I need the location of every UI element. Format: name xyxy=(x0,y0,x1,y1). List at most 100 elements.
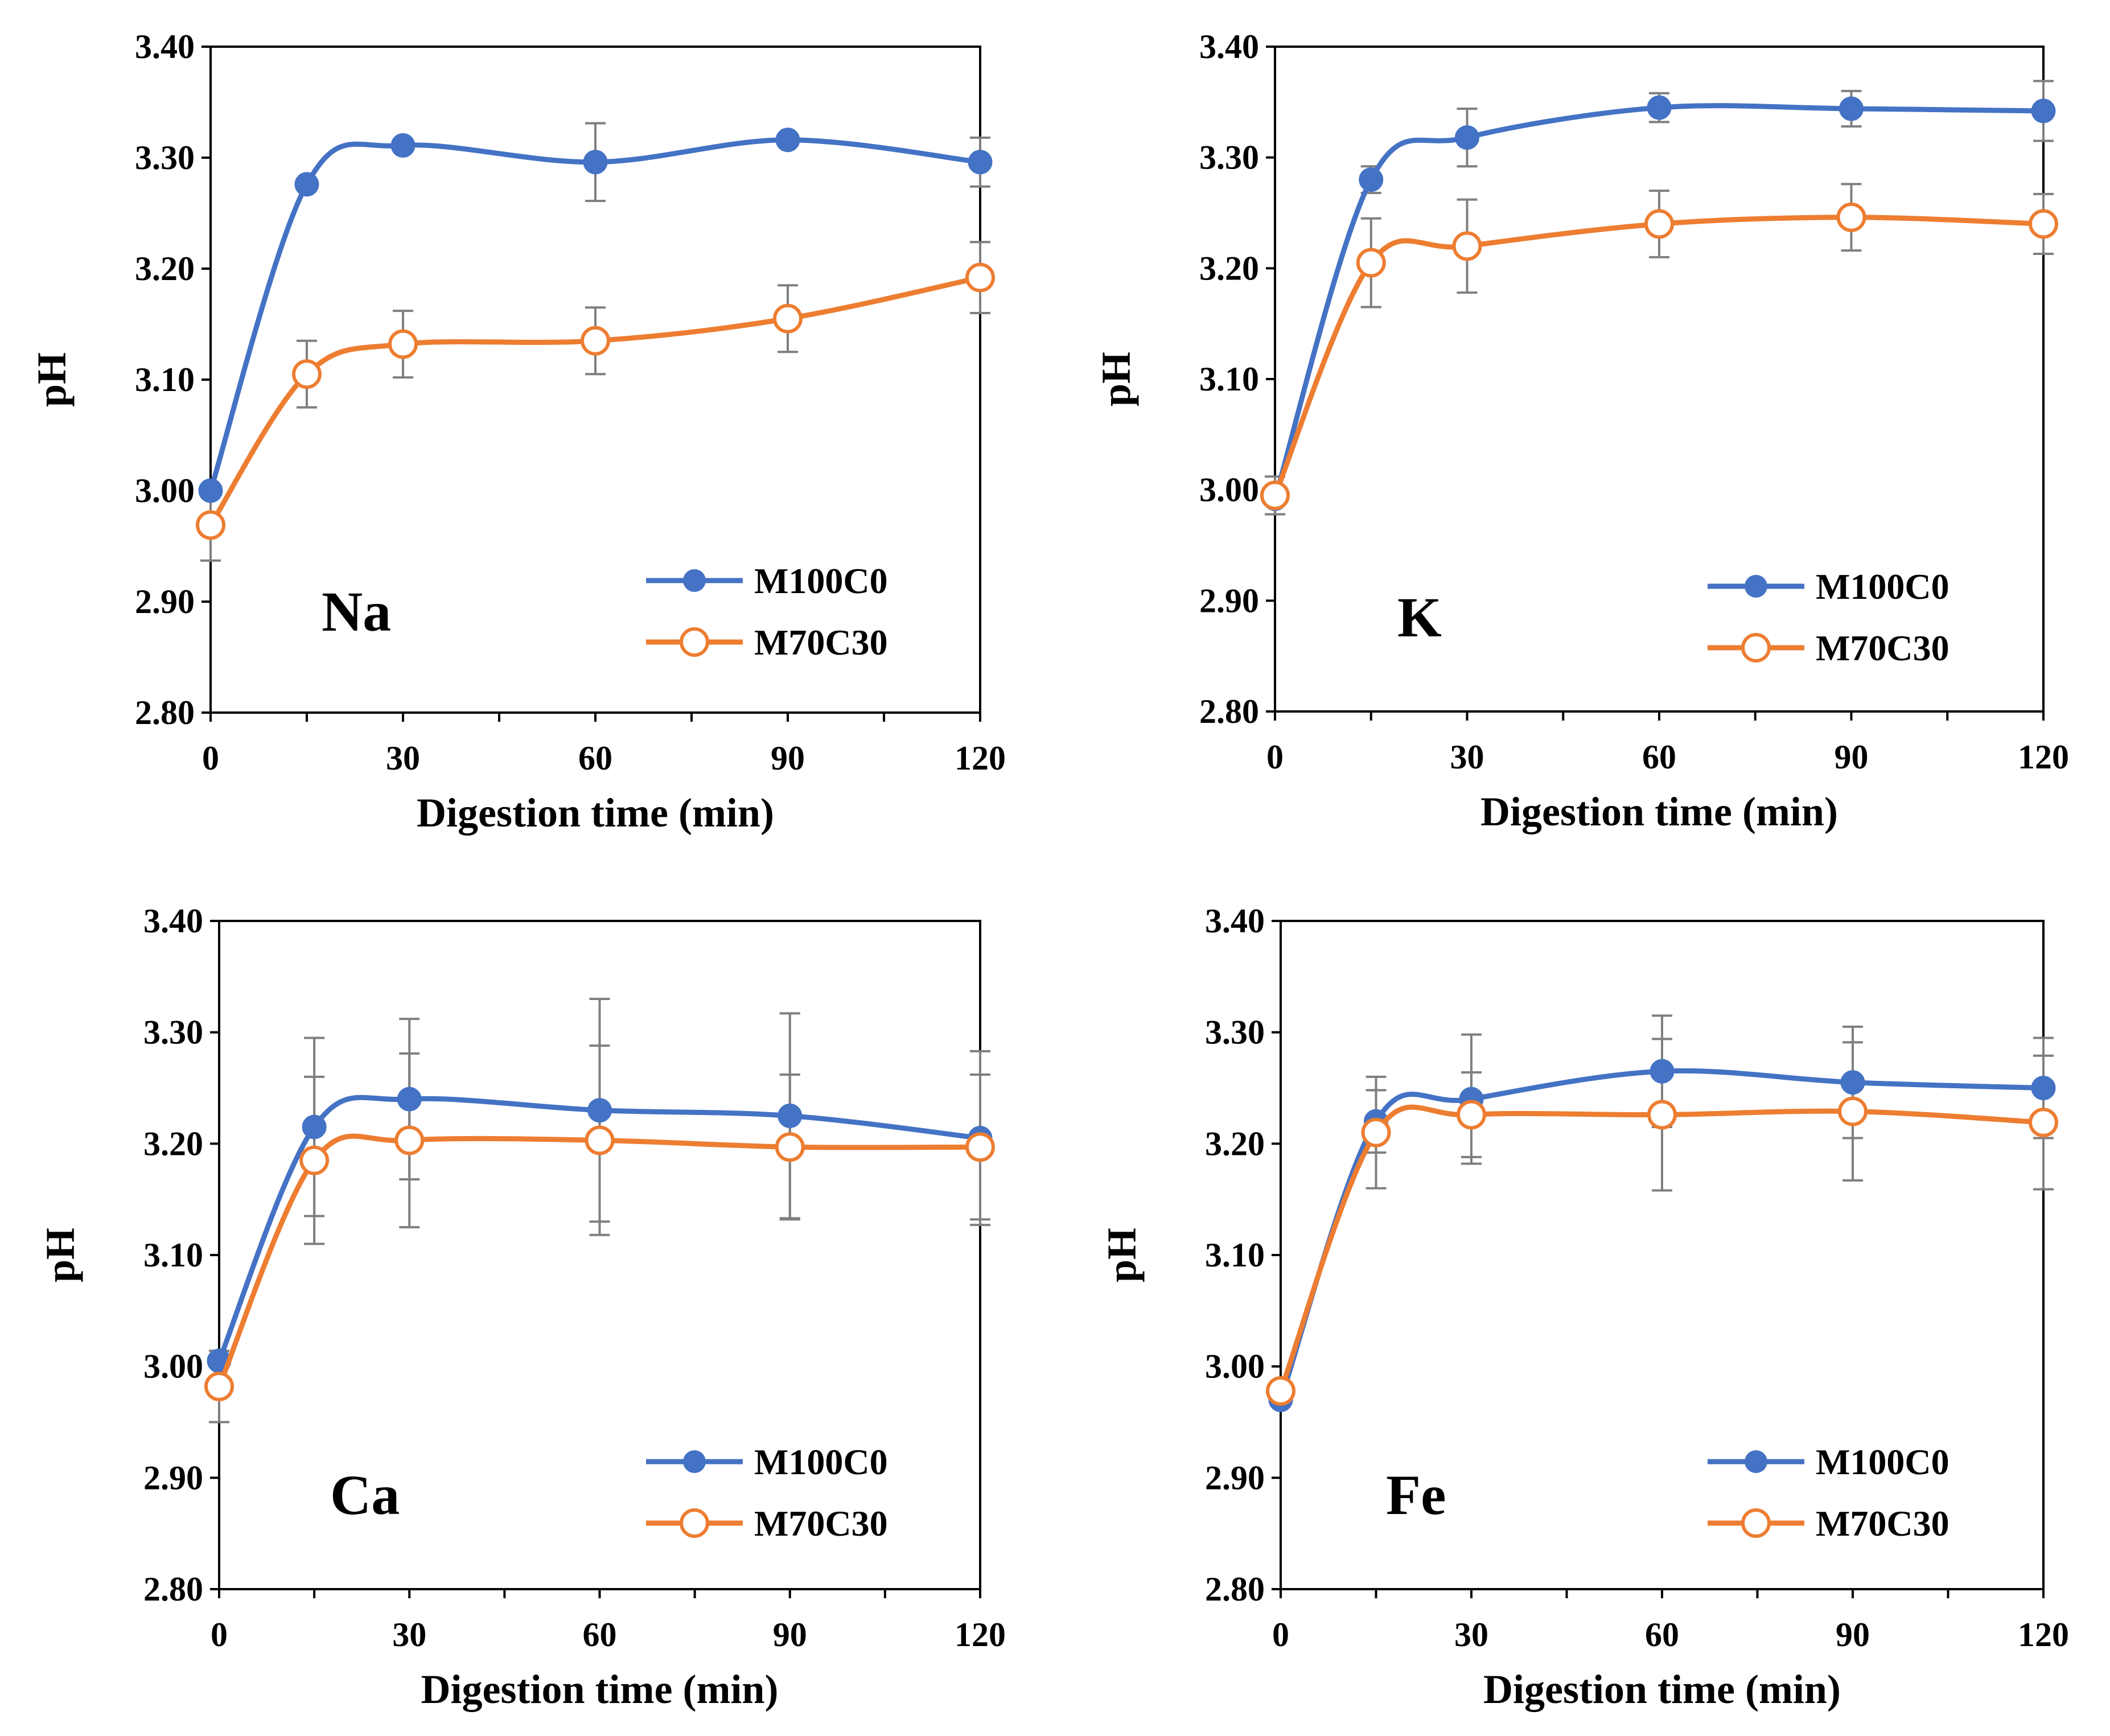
data-point xyxy=(1836,202,1866,232)
data-point xyxy=(302,1114,327,1139)
x-tick-label: 0 xyxy=(202,739,219,777)
y-tick-label: 3.00 xyxy=(1199,471,1259,509)
x-tick-label: 60 xyxy=(578,739,612,777)
plot-frame xyxy=(1274,46,2045,713)
data-point xyxy=(1650,1059,1675,1084)
y-tick-label: 3.20 xyxy=(143,1125,203,1162)
panel-label: Fe xyxy=(1386,1463,1446,1527)
x-axis-title: Digestion time (min) xyxy=(421,1667,779,1712)
legend-marker xyxy=(1745,1450,1767,1473)
data-point xyxy=(294,172,319,197)
panel-label: Ca xyxy=(330,1463,400,1527)
x-tick-label: 120 xyxy=(2018,1616,2069,1653)
data-point xyxy=(1647,1100,1677,1130)
data-point xyxy=(204,1371,234,1401)
y-tick-label: 3.10 xyxy=(143,1236,203,1274)
data-point xyxy=(1455,125,1479,150)
data-point xyxy=(968,150,993,175)
y-tick-label: 3.40 xyxy=(143,902,203,940)
y-axis-title: pH xyxy=(1099,1228,1145,1282)
y-axis-title: pH xyxy=(1093,352,1139,406)
x-tick-label: 90 xyxy=(771,739,805,777)
x-tick-label: 120 xyxy=(2018,738,2069,776)
y-tick-label: 3.10 xyxy=(1199,360,1259,398)
series-line-m70c30 xyxy=(208,275,983,528)
data-point xyxy=(1452,231,1482,261)
x-tick-label: 0 xyxy=(211,1616,228,1653)
data-point xyxy=(394,1125,425,1155)
legend-marker xyxy=(683,569,706,592)
x-tick-label: 0 xyxy=(1266,738,1284,776)
legend-label: M100C0 xyxy=(1816,566,1949,607)
legend-entry-m100c0: M100C0 xyxy=(1708,566,1949,607)
y-tick-label: 2.80 xyxy=(1199,693,1259,730)
data-point xyxy=(1266,1376,1295,1406)
legend-entry-m100c0: M100C0 xyxy=(1708,1442,1949,1482)
y-tick-label: 2.80 xyxy=(135,694,195,731)
legend-marker xyxy=(683,1450,706,1473)
data-point xyxy=(292,359,322,389)
data-point xyxy=(778,1103,803,1128)
data-point xyxy=(1839,96,1864,121)
legend-marker xyxy=(1741,633,1771,663)
data-point xyxy=(2031,98,2056,124)
data-point xyxy=(1838,1096,1868,1126)
series-line-m100c0 xyxy=(1272,103,2046,501)
y-tick-label: 2.90 xyxy=(1199,582,1259,619)
data-point xyxy=(1359,167,1384,192)
panel-label: K xyxy=(1397,586,1442,649)
data-point xyxy=(965,262,995,293)
y-tick-label: 2.80 xyxy=(1205,1570,1265,1608)
x-tick-label: 30 xyxy=(1450,738,1484,776)
chart-panel-k: 2.80 2.90 3.00 3.10 3.20 3.30 3.40 0 30 60 90 120 Di… xyxy=(1093,28,2069,834)
y-tick-label: 3.20 xyxy=(1199,249,1259,287)
data-point xyxy=(1356,248,1386,278)
y-axis-title: pH xyxy=(29,352,75,407)
y-tick-label: 3.10 xyxy=(1205,1236,1265,1274)
legend-entry-m70c30: M70C30 xyxy=(1708,1503,1949,1544)
y-axis-title: pH xyxy=(38,1228,83,1282)
y-tick-label: 3.30 xyxy=(143,1014,203,1051)
data-point xyxy=(775,127,800,153)
x-tick-label: 0 xyxy=(1272,1616,1289,1653)
chart-panel-fe: 2.80 2.90 3.00 3.10 3.20 3.30 3.40 0 30 60 90 120 Di… xyxy=(1099,902,2069,1712)
data-point xyxy=(1361,1117,1391,1147)
legend-entry-m70c30: M70C30 xyxy=(646,1503,888,1544)
data-point xyxy=(773,303,803,334)
x-tick-label: 60 xyxy=(1642,738,1676,776)
legend-label: M100C0 xyxy=(754,561,888,601)
panel-label: Na xyxy=(322,580,391,643)
data-point xyxy=(1457,1100,1486,1130)
data-point xyxy=(587,1098,612,1123)
data-point xyxy=(390,133,416,158)
y-tick-label: 3.20 xyxy=(1205,1125,1265,1162)
data-point xyxy=(1644,209,1674,239)
y-tick-label: 3.00 xyxy=(135,472,195,509)
y-tick-label: 2.90 xyxy=(1205,1459,1265,1496)
legend-label: M70C30 xyxy=(1816,1503,1949,1544)
y-tick-label: 3.00 xyxy=(143,1348,203,1385)
legend-entry-m100c0: M100C0 xyxy=(646,561,888,601)
y-tick-label: 2.80 xyxy=(143,1570,203,1608)
x-tick-label: 90 xyxy=(1836,1616,1870,1653)
y-tick-label: 3.00 xyxy=(1205,1348,1265,1385)
chart-panel-ca: 2.80 2.90 3.00 3.10 3.20 3.30 3.40 0 30 60 90 120 Di… xyxy=(38,902,1006,1712)
x-tick-label: 90 xyxy=(1835,738,1869,776)
legend-marker xyxy=(1741,1508,1771,1538)
legend-label: M100C0 xyxy=(1816,1442,1949,1482)
chart-panel-na: 2.80 2.90 3.00 3.10 3.20 3.30 3.40 0 30 60 90 120 Di… xyxy=(29,28,1006,836)
y-tick-label: 3.10 xyxy=(135,361,195,398)
data-point xyxy=(198,478,223,503)
legend-marker xyxy=(680,627,709,657)
x-axis-title: Digestion time (min) xyxy=(417,790,774,836)
x-tick-label: 90 xyxy=(773,1616,807,1653)
data-point xyxy=(388,329,418,359)
data-point xyxy=(583,150,608,175)
data-point xyxy=(1260,480,1290,511)
legend-entry-m70c30: M70C30 xyxy=(1708,628,1949,668)
data-point xyxy=(2029,209,2058,239)
data-point xyxy=(965,1132,995,1162)
data-point xyxy=(2031,1076,2056,1100)
x-axis-title: Digestion time (min) xyxy=(1483,1667,1841,1712)
